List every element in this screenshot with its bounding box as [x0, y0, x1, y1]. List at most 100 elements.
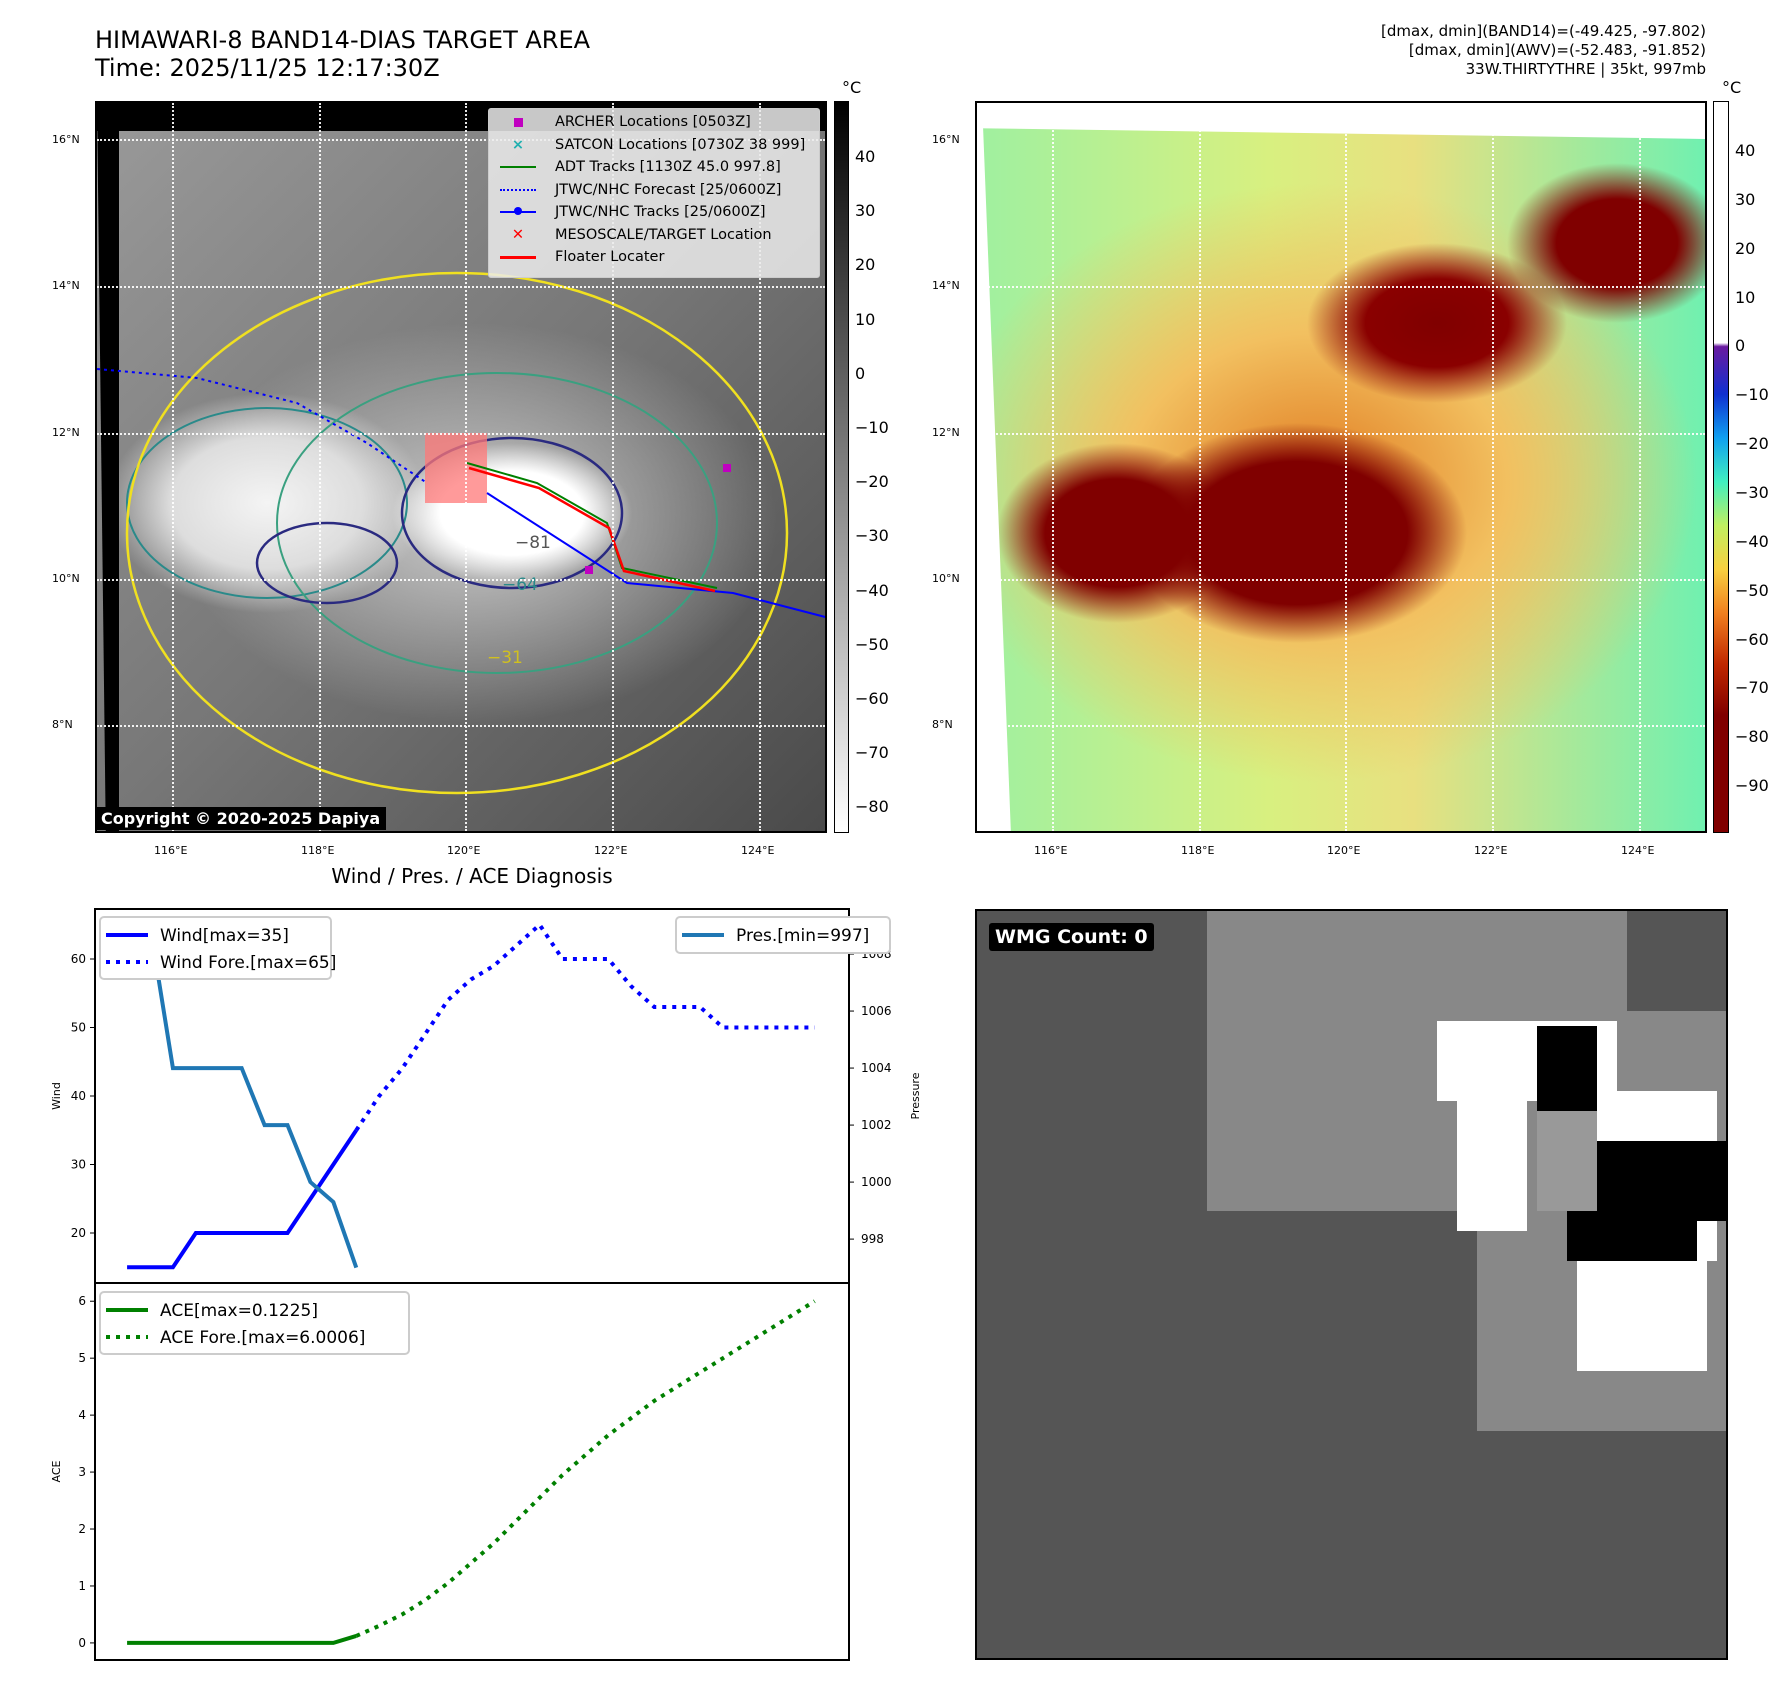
colorbar-unit: °C: [842, 78, 862, 97]
legend-box: [99, 1291, 410, 1355]
colorbar-tick-label: 40: [1735, 141, 1756, 160]
colorbar-tick-label: 10: [1735, 287, 1756, 307]
lon-tick-label: 116°E: [1034, 844, 1068, 857]
y-tick-label: 50: [71, 1021, 86, 1035]
colorbar-tick-label: −70: [855, 743, 889, 763]
line-icon: [500, 255, 536, 259]
mesoscale-target-area: [425, 433, 487, 503]
y-right-tick-label: 998: [861, 1232, 884, 1246]
lon-tick-label: 120°E: [1327, 844, 1361, 857]
colorbar-tick-label: −20: [1735, 434, 1769, 454]
legend-label: MESOSCALE/TARGET Location: [555, 227, 772, 243]
legend-box: [99, 916, 332, 980]
legend-label: JTWC/NHC Tracks [25/0600Z]: [555, 204, 766, 220]
gridline: [465, 103, 467, 831]
series-line-1: [354, 921, 815, 1132]
contour-label: −31: [487, 648, 523, 668]
y-tick-label: 0: [78, 1636, 86, 1650]
chart-title: Wind / Pres. / ACE Diagnosis: [331, 864, 613, 888]
ace-chart: 0 1 2 3 4 5 6 ACE ACE[max=0.1225] ACE Fore.[max=6…: [50, 1282, 850, 1661]
colorbar-tick-label: −90: [1735, 776, 1769, 796]
colorbar-tick-label: −50: [855, 634, 889, 654]
wmg-region: [1537, 1026, 1597, 1111]
wmg-panel: WMG Count: 0: [975, 909, 1728, 1660]
lat-tick-label: 16°N: [52, 133, 80, 146]
legend-label: JTWC/NHC Forecast [25/0600Z]: [555, 182, 782, 198]
gridline: [1052, 103, 1054, 831]
legend-label: Pres.[min=997]: [736, 926, 869, 946]
legend-label: ACE Fore.[max=6.0006]: [160, 1328, 365, 1348]
contour: [125, 271, 789, 795]
overlay-tracks: −81 −64 −31: [97, 271, 825, 795]
y-tick-label: 40: [71, 1089, 86, 1103]
legend-box: [675, 916, 891, 954]
colorbar-tick-label: 40: [855, 147, 876, 166]
gridline: [97, 579, 825, 581]
lat-tick-label: 14°N: [52, 279, 80, 292]
contour: [126, 407, 408, 599]
lat-tick-label: 8°N: [932, 718, 953, 731]
lat-tick-label: 12°N: [52, 426, 80, 439]
contour: [276, 372, 718, 674]
no-data-band: [977, 103, 1011, 831]
legend-label: ADT Tracks [1130Z 45.0 997.8]: [555, 159, 781, 175]
adt-track: [466, 462, 718, 589]
gridline: [97, 139, 825, 141]
gridline: [612, 103, 614, 831]
lon-tick-label: 120°E: [447, 844, 481, 857]
y-right-tick-label: 1002: [861, 1118, 892, 1132]
lat-tick-label: 10°N: [52, 572, 80, 585]
copyright: Copyright © 2020-2025 Dapiya: [95, 807, 387, 830]
line-icon: [500, 166, 536, 168]
gridline: [1639, 103, 1641, 831]
title-time: Time: 2025/11/25 12:17:30Z: [95, 54, 440, 82]
awv-map: [975, 101, 1707, 833]
colorbar-unit: °C: [1722, 78, 1742, 97]
awv-range: [dmax, dmin](AWV)=(-52.483, -91.852): [1408, 41, 1706, 59]
gridline: [759, 103, 761, 831]
wmg-region: [1537, 1111, 1597, 1211]
colorbar-tick-label: −70: [1735, 678, 1769, 698]
map-legend: ARCHER Locations [0503Z] × SATCON Locatio…: [488, 108, 820, 278]
gridline: [319, 103, 321, 831]
gridline: [97, 725, 825, 727]
colorbar-band14: [834, 101, 849, 833]
y-tick-label: 3: [78, 1465, 86, 1479]
gridline: [1345, 103, 1347, 831]
colorbar-awv: [1713, 101, 1729, 833]
legend-label: ACE[max=0.1225]: [160, 1301, 318, 1321]
gridline: [977, 579, 1705, 581]
y-right-axis-label: Pressure: [909, 1072, 922, 1119]
contour-label: −81: [515, 533, 551, 553]
colorbar-tick-label: −30: [855, 526, 889, 546]
legend-label: Wind Fore.[max=65]: [160, 953, 336, 973]
lat-tick-label: 14°N: [932, 279, 960, 292]
y-tick-label: 2: [78, 1522, 86, 1536]
colorbar-tick-label: −80: [1735, 727, 1769, 747]
y-right-tick-label: 1006: [861, 1004, 892, 1018]
wmg-count-label: WMG Count: 0: [989, 923, 1154, 951]
y-right-tick-label: 1004: [861, 1061, 892, 1075]
colorbar-tick-label: −60: [1735, 629, 1769, 649]
archer-marker: [585, 566, 593, 574]
gridline: [977, 725, 1705, 727]
lat-tick-label: 8°N: [52, 718, 73, 731]
y-tick-label: 30: [71, 1157, 86, 1171]
title-line-1: HIMAWARI-8 BAND14-DIAS TARGET AREA: [95, 26, 591, 54]
y-axis-label: ACE: [50, 1460, 63, 1482]
lon-tick-label: 122°E: [594, 844, 628, 857]
wmg-region: [1577, 1261, 1707, 1371]
colorbar-tick-label: −80: [855, 797, 889, 817]
gridline: [1492, 103, 1494, 831]
forecast-track: [97, 368, 428, 484]
colorbar-tick-label: −60: [855, 689, 889, 708]
legend-label: ARCHER Locations [0503Z]: [555, 114, 751, 130]
band14-range: [dmax, dmin](BAND14)=(-49.425, -97.802): [1381, 22, 1706, 40]
square-marker-icon: [513, 117, 523, 127]
x-marker-icon: ✕: [511, 227, 525, 243]
dotted-line-icon: [500, 189, 536, 191]
colorbar-tick-label: −40: [1735, 531, 1769, 551]
series-line-1: [355, 1299, 816, 1638]
jtwc-track: [486, 492, 825, 618]
contour: [255, 521, 399, 605]
